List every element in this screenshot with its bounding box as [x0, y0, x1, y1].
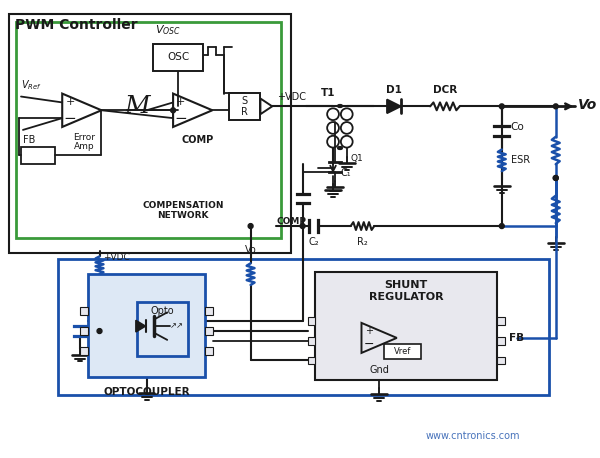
Text: R₂: R₂: [357, 237, 368, 247]
Bar: [80, 327, 88, 335]
Text: +: +: [65, 98, 75, 108]
Bar: [16, 22, 281, 238]
Text: Gnd: Gnd: [369, 365, 389, 375]
Bar: [154, 44, 203, 71]
Text: FB: FB: [509, 333, 524, 343]
Text: DCR: DCR: [433, 85, 457, 95]
Bar: [384, 344, 421, 360]
Text: Error: Error: [73, 133, 95, 142]
Text: NETWORK: NETWORK: [157, 211, 209, 220]
Text: +: +: [365, 326, 373, 336]
Bar: [58, 259, 549, 395]
Text: Co: Co: [511, 122, 524, 132]
Text: REGULATOR: REGULATOR: [369, 292, 443, 302]
Bar: [205, 307, 214, 316]
Text: −: −: [364, 338, 374, 351]
Text: Vo: Vo: [245, 245, 256, 256]
Circle shape: [499, 104, 504, 109]
Text: −: −: [64, 111, 76, 125]
Text: Amp: Amp: [73, 142, 94, 151]
Text: ↗↗: ↗↗: [170, 322, 184, 331]
Text: ESR: ESR: [511, 155, 530, 165]
Text: +: +: [176, 98, 185, 108]
Circle shape: [97, 328, 102, 333]
Text: $V_{OSC}$: $V_{OSC}$: [155, 23, 182, 37]
Text: S
R: S R: [241, 96, 248, 117]
Bar: [308, 317, 316, 325]
Text: COMP: COMP: [182, 135, 214, 145]
Circle shape: [553, 175, 558, 180]
Text: C₂: C₂: [308, 237, 319, 247]
Text: Vo: Vo: [578, 98, 598, 112]
Text: Q1: Q1: [350, 154, 364, 163]
Bar: [80, 307, 88, 316]
Circle shape: [300, 224, 305, 229]
Bar: [308, 337, 316, 345]
Text: Vref: Vref: [394, 347, 412, 356]
Text: D1: D1: [386, 85, 402, 95]
Bar: [80, 347, 88, 354]
Text: www.cntronics.com: www.cntronics.com: [425, 431, 520, 441]
Circle shape: [248, 224, 253, 229]
Polygon shape: [387, 99, 401, 113]
Bar: [21, 147, 55, 164]
Text: OPTOCOUPLER: OPTOCOUPLER: [103, 387, 190, 397]
Text: OSC: OSC: [167, 52, 189, 62]
Text: M: M: [124, 95, 149, 118]
Bar: [497, 317, 505, 325]
Bar: [205, 327, 214, 335]
Text: T1: T1: [321, 87, 335, 98]
Text: −: −: [175, 111, 187, 125]
Circle shape: [553, 175, 558, 180]
Text: Opto: Opto: [151, 306, 174, 316]
Circle shape: [170, 108, 176, 113]
Bar: [308, 357, 316, 365]
Circle shape: [499, 224, 504, 229]
Bar: [316, 272, 497, 380]
Text: PWM Controller: PWM Controller: [15, 18, 138, 32]
Bar: [137, 302, 188, 355]
Bar: [497, 337, 505, 345]
Bar: [9, 14, 291, 252]
Text: C₁: C₁: [341, 168, 352, 178]
Text: FB: FB: [23, 135, 35, 145]
Bar: [229, 93, 260, 120]
Text: SHUNT: SHUNT: [385, 280, 428, 290]
Text: +VDC: +VDC: [103, 252, 130, 262]
Bar: [205, 347, 214, 354]
Circle shape: [553, 104, 558, 109]
Text: COMP: COMP: [276, 217, 306, 226]
Bar: [497, 357, 505, 365]
Text: COMPENSATION: COMPENSATION: [142, 201, 224, 210]
Text: $V_{Ref}$: $V_{Ref}$: [21, 78, 42, 92]
Bar: [88, 274, 205, 377]
Text: +VDC: +VDC: [277, 93, 307, 103]
Polygon shape: [136, 320, 146, 332]
